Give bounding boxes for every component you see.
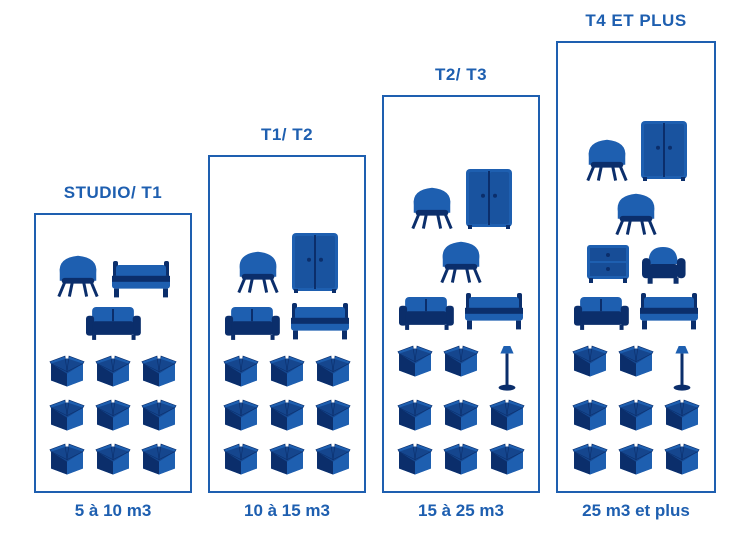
tier-box [382, 95, 540, 493]
sofa-icon [84, 305, 142, 341]
box-icon [488, 397, 526, 435]
box-icon [268, 441, 306, 479]
chair-icon [437, 237, 485, 285]
lamp-icon [488, 343, 526, 391]
furniture-row [392, 167, 530, 231]
wardrobe-icon [290, 231, 340, 295]
box-icon [617, 397, 655, 435]
box-icon [222, 441, 260, 479]
box-icon [222, 353, 260, 391]
box-icon [314, 353, 352, 391]
box-icon [571, 343, 609, 391]
wardrobe-icon [464, 167, 514, 231]
sofa-icon [572, 295, 630, 331]
furniture-row [392, 237, 530, 285]
tier-volume: 5 à 10 m3 [75, 501, 152, 521]
box-icon [442, 397, 480, 435]
box-icon [396, 397, 434, 435]
box-icon [94, 441, 132, 479]
chair-icon [612, 189, 660, 237]
lamp-icon [663, 343, 701, 391]
chair-icon [583, 135, 631, 183]
box-icon [140, 441, 178, 479]
box-icon [314, 441, 352, 479]
furniture-row [392, 291, 530, 331]
box-icon [140, 397, 178, 435]
tier-box [208, 155, 366, 493]
tier-studio-t1: STUDIO/ T1 [34, 183, 192, 521]
tier-title: STUDIO/ T1 [64, 183, 163, 203]
tier-title: T2/ T3 [435, 65, 487, 85]
box-icon [268, 353, 306, 391]
box-icon [48, 397, 86, 435]
box-icon [396, 441, 434, 479]
tier-t4-plus: T4 ET PLUS [556, 11, 716, 521]
tier-box [34, 213, 192, 493]
box-icon [663, 441, 701, 479]
box-grid [222, 353, 352, 479]
tier-t2-t3: T2/ T3 [382, 65, 540, 521]
box-icon [663, 397, 701, 435]
bed-icon [638, 291, 700, 331]
box-grid [571, 343, 701, 479]
furniture-row [44, 251, 182, 299]
box-grid [396, 343, 526, 479]
sofa-icon [397, 295, 455, 331]
box-icon [617, 441, 655, 479]
tier-title: T4 ET PLUS [585, 11, 686, 31]
furniture-row [566, 119, 706, 183]
box-icon [94, 397, 132, 435]
furniture-row [218, 231, 356, 295]
box-icon [314, 397, 352, 435]
box-icon [488, 441, 526, 479]
box-icon [48, 441, 86, 479]
wardrobe-icon [639, 119, 689, 183]
furniture-row [566, 243, 706, 285]
box-icon [442, 441, 480, 479]
tier-volume: 25 m3 et plus [582, 501, 690, 521]
bed-icon [463, 291, 525, 331]
tier-box [556, 41, 716, 493]
box-icon [94, 353, 132, 391]
tier-title: T1/ T2 [261, 125, 313, 145]
box-icon [571, 397, 609, 435]
furniture-row [566, 189, 706, 237]
box-icon [617, 343, 655, 391]
tier-volume: 10 à 15 m3 [244, 501, 330, 521]
sofa-icon [223, 305, 281, 341]
box-icon [268, 397, 306, 435]
bed-icon [110, 259, 172, 299]
chair-icon [54, 251, 102, 299]
furniture-row [44, 305, 182, 341]
tier-t1-t2: T1/ T2 [208, 125, 366, 521]
box-icon [396, 343, 434, 391]
armchair-icon [639, 243, 687, 285]
box-icon [48, 353, 86, 391]
box-icon [140, 353, 178, 391]
tier-volume: 15 à 25 m3 [418, 501, 504, 521]
furniture-row [218, 301, 356, 341]
infographic-container: STUDIO/ T1 [0, 0, 750, 541]
furniture-row [566, 291, 706, 331]
box-grid [48, 353, 178, 479]
chair-icon [234, 247, 282, 295]
dresser-icon [585, 243, 631, 285]
box-icon [442, 343, 480, 391]
chair-icon [408, 183, 456, 231]
box-icon [222, 397, 260, 435]
bed-icon [289, 301, 351, 341]
box-icon [571, 441, 609, 479]
